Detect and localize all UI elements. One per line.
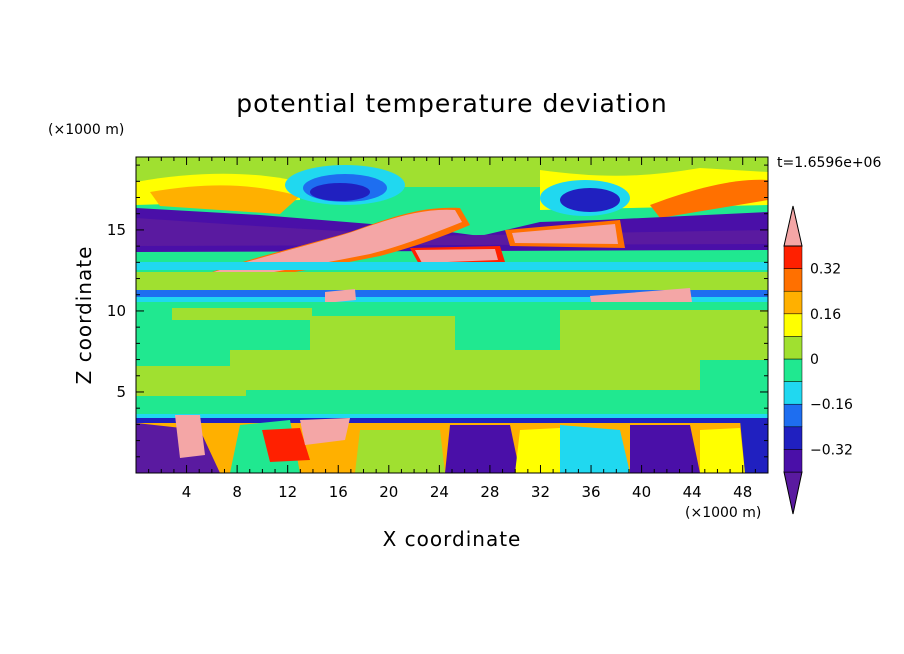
y-tick-label: 10 [107,302,126,320]
colorbar-swatch [783,336,803,360]
x-tick-label: 32 [531,483,550,501]
x-axis-title: X coordinate [383,527,522,551]
y-axis: 5 10 15 [107,164,768,458]
x-tick-label: 44 [683,483,702,501]
x-unit-label: (×1000 m) [685,505,761,521]
colorbar: 0.32 0.16 0 −0.16 −0.32 [783,205,853,515]
colorbar-label: 0.32 [810,262,841,278]
x-tick-label: 20 [379,483,398,501]
x-tick-label: 24 [430,483,449,501]
x-axis: 4 8 12 16 20 24 28 32 36 40 44 48 [148,157,756,501]
y-axis-title: Z coordinate [72,246,96,385]
contour-field [136,157,768,473]
colorbar-swatch [783,268,803,292]
y-tick-label: 5 [116,383,126,401]
colorbar-swatch [783,290,803,315]
chart-title: potential temperature deviation [236,89,667,118]
colorbar-swatch [783,358,803,382]
colorbar-under-arrow [783,471,803,515]
colorbar-swatch [783,403,803,428]
x-tick-label: 40 [632,483,651,501]
colorbar-label: 0 [810,352,819,368]
colorbar-label: 0.16 [810,307,841,323]
x-tick-label: 12 [278,483,297,501]
colorbar-swatch [783,245,803,269]
y-tick-label: 15 [107,221,126,239]
colorbar-label: −0.16 [810,397,853,413]
colorbar-swatch [783,426,803,450]
x-tick-label: 8 [232,483,242,501]
time-label: t=1.6596e+06 [777,155,881,171]
y-unit-label: (×1000 m) [48,122,124,138]
colorbar-swatch [783,449,803,473]
x-tick-label: 48 [733,483,752,501]
x-tick-label: 16 [329,483,348,501]
x-tick-label: 4 [182,483,192,501]
colorbar-swatch [783,381,803,405]
colorbar-label: −0.32 [810,442,853,458]
colorbar-swatch [783,313,803,337]
colorbar-over-arrow [783,205,803,247]
x-tick-label: 36 [581,483,600,501]
x-tick-label: 28 [480,483,499,501]
